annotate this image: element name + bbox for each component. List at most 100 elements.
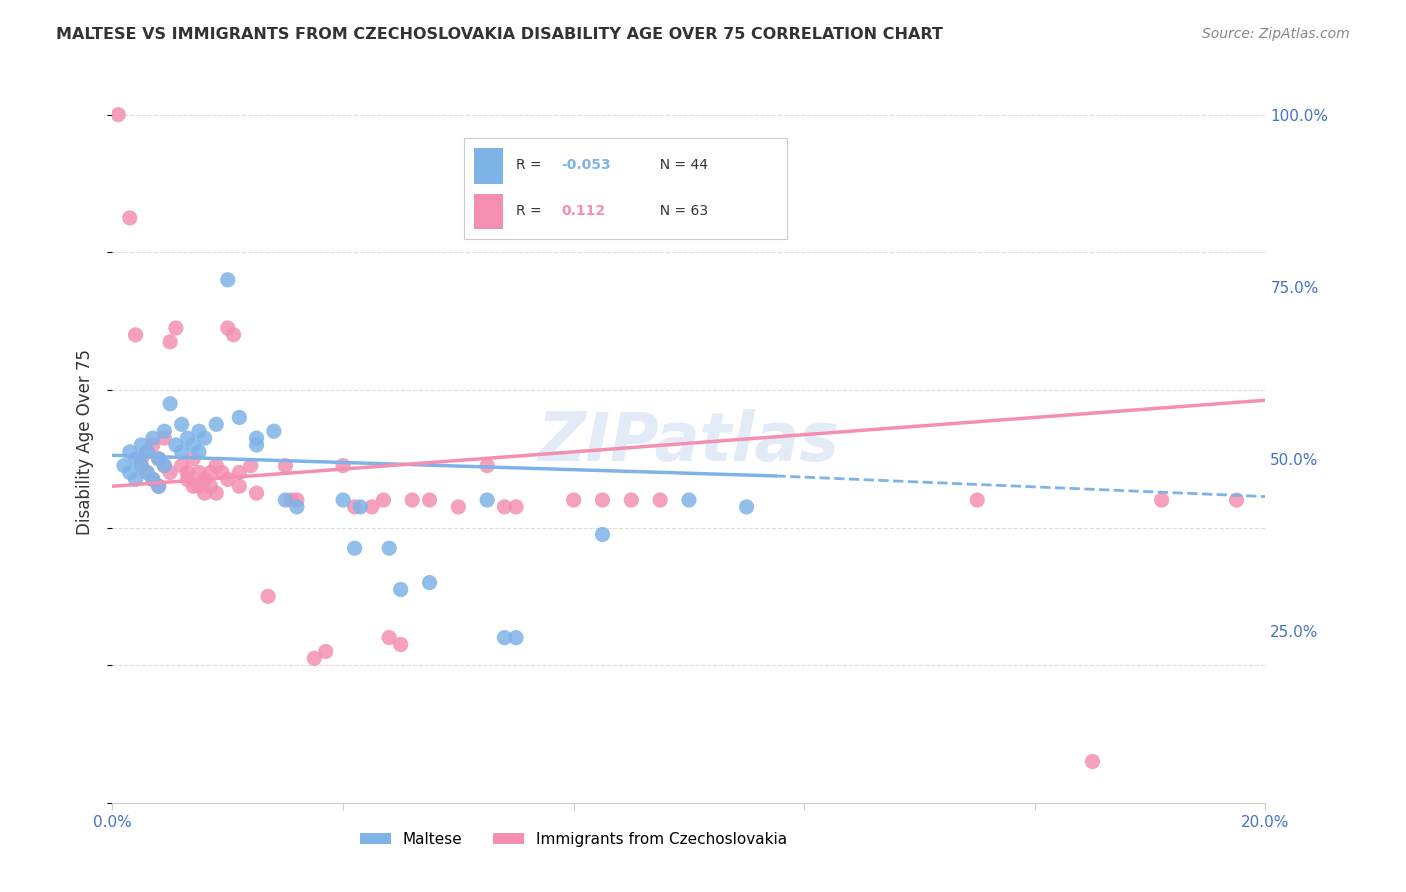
Point xyxy=(148,479,170,493)
Point xyxy=(389,638,412,652)
Point xyxy=(217,472,239,486)
Point xyxy=(228,479,250,493)
Point xyxy=(148,479,170,493)
Point xyxy=(620,493,643,508)
Point xyxy=(304,651,326,665)
Point xyxy=(142,472,165,486)
Point xyxy=(274,493,297,508)
Point xyxy=(562,493,585,508)
Point xyxy=(349,500,371,514)
Point xyxy=(1150,493,1173,508)
Point xyxy=(194,486,217,500)
Point xyxy=(181,479,204,493)
Point xyxy=(217,321,239,335)
Point xyxy=(165,321,187,335)
Point xyxy=(188,424,211,438)
Point xyxy=(263,424,285,438)
Point xyxy=(188,466,211,480)
Point xyxy=(401,493,423,508)
Point xyxy=(136,466,159,480)
Point xyxy=(332,493,354,508)
Legend: Maltese, Immigrants from Czechoslovakia: Maltese, Immigrants from Czechoslovakia xyxy=(354,826,793,853)
Point xyxy=(194,472,217,486)
Point xyxy=(239,458,262,473)
Point xyxy=(165,438,187,452)
Point xyxy=(118,211,141,225)
Point xyxy=(373,493,395,508)
Point xyxy=(181,451,204,466)
Point xyxy=(188,445,211,459)
Point xyxy=(211,466,233,480)
Point xyxy=(257,590,280,604)
Point xyxy=(188,479,211,493)
Point xyxy=(200,479,222,493)
Text: ZIPatlas: ZIPatlas xyxy=(538,409,839,475)
Point xyxy=(246,431,269,445)
Point xyxy=(112,458,135,473)
Point xyxy=(280,493,302,508)
Point xyxy=(378,631,401,645)
Point xyxy=(153,458,176,473)
Point xyxy=(153,458,176,473)
Point xyxy=(274,458,297,473)
Point xyxy=(118,466,141,480)
Point xyxy=(159,334,181,349)
Point xyxy=(228,466,250,480)
Point xyxy=(494,631,516,645)
Point xyxy=(228,410,250,425)
Point xyxy=(1081,755,1104,769)
Point xyxy=(592,527,614,541)
Point xyxy=(129,438,153,452)
Point xyxy=(315,644,337,658)
Point xyxy=(343,541,366,556)
Point xyxy=(124,451,146,466)
Point xyxy=(176,472,198,486)
Text: MALTESE VS IMMIGRANTS FROM CZECHOSLOVAKIA DISABILITY AGE OVER 75 CORRELATION CHA: MALTESE VS IMMIGRANTS FROM CZECHOSLOVAKI… xyxy=(56,27,943,42)
Point xyxy=(118,445,141,459)
Point xyxy=(378,541,401,556)
Text: Source: ZipAtlas.com: Source: ZipAtlas.com xyxy=(1202,27,1350,41)
Point xyxy=(170,458,193,473)
Point xyxy=(389,582,412,597)
Point xyxy=(475,493,499,508)
Point xyxy=(142,472,165,486)
Point xyxy=(246,486,269,500)
Point xyxy=(678,493,700,508)
Point xyxy=(136,445,159,459)
Point xyxy=(343,500,366,514)
Point xyxy=(592,493,614,508)
Point xyxy=(205,458,228,473)
Point xyxy=(129,458,153,473)
Point xyxy=(205,486,228,500)
Point xyxy=(360,500,382,514)
Point xyxy=(159,397,181,411)
Point xyxy=(494,500,516,514)
Point xyxy=(475,458,499,473)
Point xyxy=(205,417,228,432)
Point xyxy=(159,466,181,480)
Point xyxy=(966,493,988,508)
Point xyxy=(170,417,193,432)
Y-axis label: Disability Age Over 75: Disability Age Over 75 xyxy=(76,349,94,534)
Point xyxy=(148,451,170,466)
Point xyxy=(124,472,146,486)
Point xyxy=(246,438,269,452)
Point xyxy=(447,500,470,514)
Point xyxy=(181,438,204,452)
Point xyxy=(419,575,441,590)
Point xyxy=(332,458,354,473)
Point xyxy=(217,273,239,287)
Point xyxy=(222,327,245,342)
Point xyxy=(136,466,159,480)
Point xyxy=(650,493,672,508)
Point xyxy=(153,431,176,445)
Point xyxy=(142,438,165,452)
Point xyxy=(124,327,146,342)
Point xyxy=(129,451,153,466)
Point xyxy=(107,108,129,122)
Point xyxy=(142,431,165,445)
Point xyxy=(176,431,198,445)
Point xyxy=(419,493,441,508)
Point xyxy=(200,466,222,480)
Point xyxy=(148,451,170,466)
